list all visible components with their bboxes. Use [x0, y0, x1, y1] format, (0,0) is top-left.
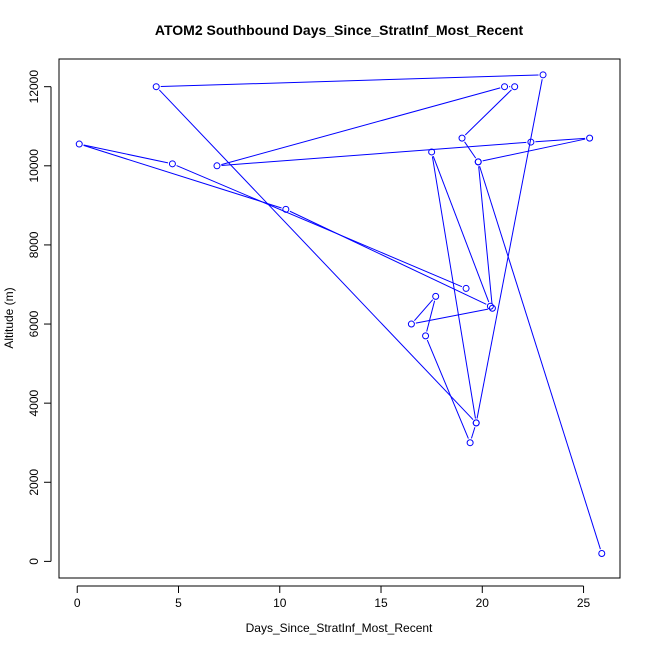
y-axis-label: Altitude (m) [2, 287, 16, 348]
x-axis: 0 5 10 15 20 25 [74, 585, 591, 610]
series-segment [176, 165, 463, 288]
series-segment [413, 299, 434, 321]
series-segment [426, 300, 436, 332]
series-segment [83, 144, 169, 164]
x-tick-label: 0 [74, 596, 81, 610]
y-tick-label: 6000 [27, 310, 41, 337]
y-tick-label: 2000 [27, 469, 41, 496]
data-point [458, 134, 466, 142]
series-segment [464, 141, 477, 159]
data-point [488, 304, 496, 312]
series-segment [289, 210, 487, 305]
y-axis: 0 2000 4000 6000 8000 10000 12000 [27, 70, 52, 565]
data-point [462, 284, 470, 292]
series-segment [464, 89, 512, 136]
data-point [213, 162, 221, 170]
series-segment [426, 339, 469, 439]
series-segment [431, 156, 476, 419]
chart-title: ATOM2 Southbound Days_Since_StratInf_Mos… [155, 22, 524, 38]
series-segment [470, 427, 476, 439]
series-segment [535, 137, 586, 143]
data-point [527, 138, 535, 146]
x-tick-label: 10 [273, 596, 287, 610]
series-segment [221, 141, 527, 166]
data-point [511, 83, 519, 91]
series-segment [158, 89, 474, 421]
y-tick-label: 10000 [27, 149, 41, 183]
data-point [586, 134, 594, 142]
series-segment [479, 165, 601, 550]
y-tick-label: 12000 [27, 70, 41, 104]
y-tick-label: 0 [27, 558, 41, 565]
data-point [432, 292, 440, 300]
data-point [486, 302, 494, 310]
data-point [474, 158, 482, 166]
data-point [466, 439, 474, 447]
series-segment [83, 144, 282, 209]
data-point [472, 419, 480, 427]
plot-frame [58, 58, 621, 579]
x-tick-label: 5 [175, 596, 182, 610]
data-point [598, 549, 606, 557]
data-point [407, 320, 415, 328]
series-segment [432, 155, 490, 303]
y-tick-label: 4000 [27, 389, 41, 416]
series-segment [221, 87, 501, 166]
series-segment [482, 138, 586, 162]
x-tick-label: 20 [476, 596, 490, 610]
series-segment [476, 79, 543, 419]
x-axis-label: Days_Since_StratInf_Most_Recent [246, 621, 433, 635]
series-lines [83, 74, 601, 550]
data-point [168, 160, 176, 168]
series-segment [160, 74, 539, 88]
data-point [428, 148, 436, 156]
data-point [422, 332, 430, 340]
data-point [152, 83, 160, 91]
series-segment [415, 308, 489, 324]
data-point [282, 205, 290, 213]
data-point [539, 71, 547, 79]
series-points [75, 71, 606, 557]
series-segment [478, 166, 493, 304]
data-point [75, 140, 83, 148]
x-tick-label: 25 [577, 596, 591, 610]
data-point [501, 83, 509, 91]
x-tick-label: 15 [374, 596, 388, 610]
y-tick-label: 8000 [27, 231, 41, 258]
